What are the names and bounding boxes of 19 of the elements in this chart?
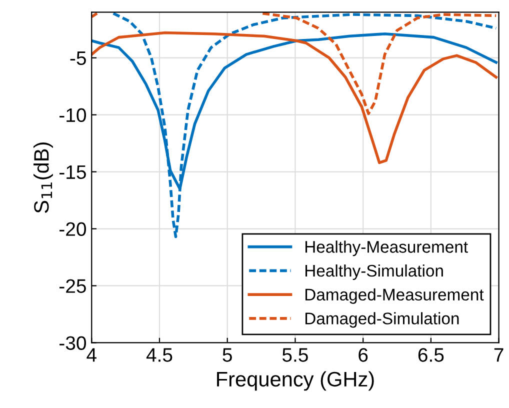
y-tick-label: -10 [60, 108, 86, 122]
legend-label: Damaged-Simulation [305, 312, 459, 328]
x-tick-label: 5 [222, 348, 232, 362]
x-tick-label: 6 [358, 348, 368, 362]
x-tick-label: 4 [86, 348, 96, 362]
y-axis-title: S$_{11}$(dB) [34, 142, 53, 213]
y-tick-label: -15 [60, 165, 86, 180]
x-axis-title: Frequency (GHz) [217, 371, 374, 391]
x-tick-label: 6.5 [418, 348, 444, 362]
y-tick-label: -25 [60, 279, 86, 293]
x-tick-label: 4.5 [146, 348, 172, 362]
x-tick-label: 5.5 [282, 348, 308, 362]
legend-label: Healthy-Measurement [305, 240, 468, 256]
y-tick-label: -30 [60, 336, 86, 350]
legend-label: Damaged-Measurement [305, 288, 484, 304]
y-tick-label: -5 [70, 51, 86, 66]
y-tick-label: -20 [60, 222, 86, 236]
x-tick-label: 7 [494, 348, 504, 362]
legend-label: Healthy-Simulation [305, 264, 443, 280]
